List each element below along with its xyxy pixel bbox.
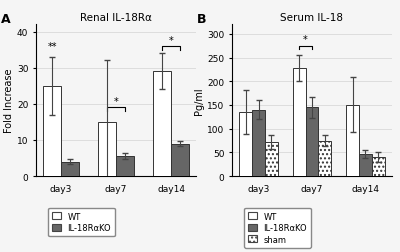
- Y-axis label: Pg/ml: Pg/ml: [194, 87, 204, 115]
- Text: *: *: [303, 35, 308, 45]
- Bar: [306, 108, 318, 176]
- Bar: [359, 154, 372, 176]
- Text: **: **: [47, 42, 57, 52]
- Bar: [98, 122, 116, 176]
- Bar: [318, 141, 331, 176]
- Text: A: A: [1, 13, 10, 26]
- Bar: [43, 86, 61, 176]
- Bar: [346, 106, 359, 176]
- Text: *: *: [169, 36, 174, 46]
- Bar: [171, 144, 189, 176]
- Bar: [116, 156, 134, 176]
- Bar: [293, 69, 306, 176]
- Legend: WT, IL-18RαKO, sham: WT, IL-18RαKO, sham: [244, 208, 311, 248]
- Text: *: *: [114, 97, 118, 107]
- Title: Renal IL-18Rα: Renal IL-18Rα: [80, 13, 152, 23]
- Bar: [252, 110, 265, 176]
- Title: Serum IL-18: Serum IL-18: [280, 13, 344, 23]
- Legend: WT, IL-18RαKO: WT, IL-18RαKO: [48, 208, 115, 236]
- Bar: [265, 142, 278, 176]
- Bar: [61, 162, 78, 176]
- Y-axis label: Fold Increase: Fold Increase: [4, 69, 14, 133]
- Bar: [372, 158, 385, 176]
- Bar: [154, 72, 171, 176]
- Text: B: B: [197, 13, 206, 26]
- Bar: [239, 113, 252, 176]
